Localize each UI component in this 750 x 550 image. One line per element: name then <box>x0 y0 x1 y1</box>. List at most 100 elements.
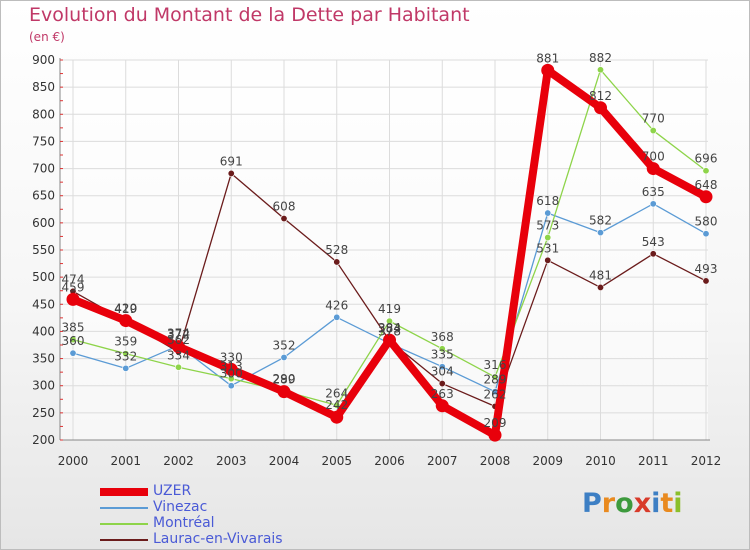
data-label: 313 <box>220 360 243 374</box>
data-point <box>385 317 393 325</box>
data-label: 300 <box>220 367 243 381</box>
data-label: 881 <box>536 51 559 65</box>
data-point <box>438 363 446 371</box>
data-label: 459 <box>62 280 85 294</box>
data-label: 419 <box>378 302 401 316</box>
x-tick-label: 2010 <box>585 454 616 468</box>
legend-swatch <box>100 488 148 496</box>
data-point <box>649 127 657 135</box>
logo-letter: x <box>633 488 652 519</box>
x-tick-label: 2011 <box>638 454 669 468</box>
data-point <box>122 364 130 372</box>
data-point <box>596 283 604 291</box>
data-point <box>544 256 552 264</box>
data-point <box>438 345 446 353</box>
data-point <box>702 277 710 285</box>
y-tick-label: 900 <box>32 53 55 67</box>
y-tick-label: 850 <box>32 80 55 94</box>
data-point <box>383 333 396 347</box>
x-tick-label: 2005 <box>321 454 352 468</box>
y-tick-label: 600 <box>32 216 55 230</box>
data-point <box>438 380 446 388</box>
data-label: 770 <box>642 112 665 126</box>
data-point <box>699 190 713 204</box>
data-label: 543 <box>642 235 665 249</box>
y-tick-label: 500 <box>32 270 55 284</box>
data-point <box>596 229 604 237</box>
data-point <box>330 410 344 424</box>
data-label: 582 <box>589 214 612 228</box>
y-tick-label: 800 <box>32 107 55 121</box>
data-label: 474 <box>62 272 85 286</box>
x-tick-label: 2001 <box>110 454 141 468</box>
unit-label: (en €) <box>29 30 65 44</box>
data-point <box>69 349 77 357</box>
data-point <box>702 167 710 175</box>
data-point <box>646 162 660 176</box>
data-point <box>172 340 185 354</box>
y-tick-label: 550 <box>32 243 55 257</box>
data-point <box>333 258 341 266</box>
x-tick-label: 2000 <box>58 454 89 468</box>
data-point <box>544 234 552 242</box>
data-point <box>649 200 657 208</box>
data-point <box>594 101 607 115</box>
data-point <box>69 336 77 344</box>
data-point <box>491 373 499 381</box>
data-label: 528 <box>325 243 348 257</box>
y-tick-label: 650 <box>32 189 55 203</box>
data-point <box>119 314 133 328</box>
data-label: 304 <box>431 365 454 379</box>
legend-item: Laurac-en-Vivarais <box>100 531 360 548</box>
data-label: 420 <box>114 302 137 316</box>
legend-label: UZER <box>153 483 192 499</box>
data-point <box>649 250 657 258</box>
legend-label: Vinezac <box>153 499 208 515</box>
logo-letter: i <box>673 488 683 519</box>
y-tick-label: 300 <box>32 379 55 393</box>
proxiti-logo: Proxiti <box>582 488 683 519</box>
data-point <box>66 292 80 306</box>
legend-item: Vinezac <box>100 499 360 516</box>
data-label: 618 <box>536 194 559 208</box>
data-label: 360 <box>62 334 85 348</box>
data-label: 648 <box>695 178 718 192</box>
x-tick-label: 2009 <box>532 454 563 468</box>
data-label: 374 <box>167 327 190 341</box>
data-label: 352 <box>273 338 296 352</box>
legend-item: Montréal <box>100 515 360 532</box>
data-label: 493 <box>695 262 718 276</box>
data-label: 372 <box>167 328 190 342</box>
data-label: 882 <box>589 51 612 65</box>
data-label: 384 <box>378 321 401 335</box>
data-label: 332 <box>114 349 137 363</box>
legend-label: Montréal <box>153 515 215 531</box>
data-label: 264 <box>325 386 348 400</box>
data-label: 289 <box>273 373 296 387</box>
y-tick-label: 350 <box>32 352 55 366</box>
data-label: 334 <box>167 348 190 362</box>
x-tick-label: 2002 <box>163 454 194 468</box>
data-label: 573 <box>536 219 559 233</box>
legend-swatch <box>100 507 148 509</box>
data-label: 608 <box>273 200 296 214</box>
data-point <box>488 428 502 442</box>
logo-letter: t <box>660 488 674 519</box>
data-label: 362 <box>167 333 190 347</box>
x-tick-label: 2004 <box>269 454 300 468</box>
x-tick-label: 2007 <box>427 454 458 468</box>
data-label: 419 <box>114 302 137 316</box>
y-tick-label: 700 <box>32 162 55 176</box>
legend-swatch <box>100 523 148 525</box>
logo-letter: P <box>582 488 602 519</box>
data-label: 335 <box>431 348 454 362</box>
data-point <box>280 215 288 223</box>
data-point <box>702 230 710 238</box>
data-label: 635 <box>642 185 665 199</box>
x-tick-label: 2008 <box>480 454 511 468</box>
x-tick-label: 2006 <box>374 454 405 468</box>
data-label: 700 <box>642 150 665 164</box>
y-tick-label: 450 <box>32 297 55 311</box>
data-label: 378 <box>378 324 401 338</box>
